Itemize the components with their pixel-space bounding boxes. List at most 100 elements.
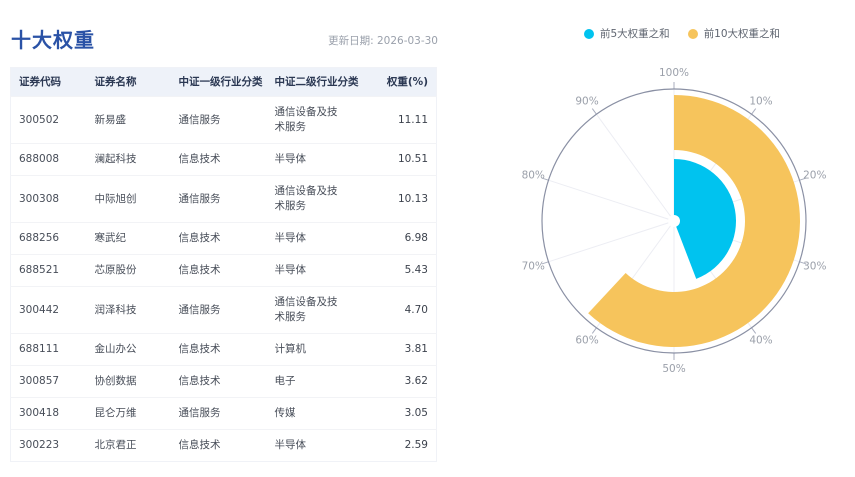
legend-dot-top10-icon	[687, 28, 698, 39]
angle-axis-label: 50%	[662, 363, 685, 375]
table-row: 300442 润泽科技 通信服务 通信设备及技术服务 4.70	[10, 286, 437, 334]
cell-industry1: 信息技术	[170, 222, 267, 255]
cell-industry2: 通信设备及技术服务	[266, 96, 360, 144]
cell-name: 芯原股份	[86, 254, 171, 287]
cell-industry1: 通信服务	[170, 96, 267, 144]
cell-industry1: 通信服务	[170, 175, 267, 223]
cell-industry2: 半导体	[266, 143, 360, 176]
cell-code: 300223	[10, 429, 87, 462]
cell-name: 润泽科技	[86, 286, 171, 334]
angle-axis-tick	[799, 177, 807, 181]
cell-code: 688256	[10, 222, 87, 255]
cell-name: 北京君正	[86, 429, 171, 462]
top10-weight-arc[interactable]	[588, 95, 800, 347]
angle-axis-label: 30%	[803, 261, 826, 273]
cell-weight: 5.43	[359, 254, 437, 287]
table-row: 688256 寒武纪 信息技术 半导体 6.98	[10, 222, 437, 255]
table-row: 688008 澜起科技 信息技术 半导体 10.51	[10, 143, 437, 176]
angle-axis-splitline	[596, 113, 675, 222]
table-row: 300502 新易盛 通信服务 通信设备及技术服务 11.11	[10, 96, 437, 144]
table-row: 300308 中际旭创 通信服务 通信设备及技术服务 10.13	[10, 175, 437, 223]
cell-industry2: 电子	[266, 365, 360, 398]
weights-table-header: 证券代码 证券名称 中证一级行业分类 中证二级行业分类 权重(%)	[10, 67, 437, 97]
column-header-weight: 权重(%)	[359, 67, 437, 97]
cell-industry2: 计算机	[266, 333, 360, 366]
cell-weight: 3.62	[359, 365, 437, 398]
cell-industry1: 信息技术	[170, 333, 267, 366]
cell-industry2: 半导体	[266, 429, 360, 462]
cell-weight: 10.13	[359, 175, 437, 223]
table-row: 688111 金山办公 信息技术 计算机 3.81	[10, 333, 437, 366]
angle-axis-label: 20%	[803, 169, 826, 181]
polar-weight-chart: 100% 10% 20% 30% 40% 50% 60% 70% 80% 90%	[505, 50, 845, 400]
weights-table: 证券代码 证券名称 中证一级行业分类 中证二级行业分类 权重(%) 300502…	[10, 67, 437, 462]
table-row: 688521 芯原股份 信息技术 半导体 5.43	[10, 254, 437, 287]
cell-name: 新易盛	[86, 96, 171, 144]
angle-axis-label: 70%	[522, 261, 545, 273]
angle-axis-circle	[541, 88, 807, 354]
angle-axis-tick	[799, 261, 807, 265]
cell-code: 300442	[10, 286, 87, 334]
cell-industry1: 信息技术	[170, 429, 267, 462]
angle-axis-tick	[751, 108, 757, 115]
cell-code: 300418	[10, 397, 87, 430]
cell-code: 688111	[10, 333, 87, 366]
legend-dot-top5-icon	[584, 28, 594, 39]
cell-name: 协创数据	[86, 365, 171, 398]
legend-item-top10[interactable]: 前10大权重之和	[687, 26, 781, 41]
cell-industry1: 通信服务	[170, 286, 267, 334]
cell-weight: 4.70	[359, 286, 437, 334]
table-row: 300418 昆仑万维 通信服务 传媒 3.05	[10, 397, 437, 430]
cell-industry1: 信息技术	[170, 365, 267, 398]
top5-weight-sector[interactable]	[674, 159, 736, 279]
angle-axis-label: 60%	[575, 335, 598, 347]
cell-weight: 3.05	[359, 397, 437, 430]
column-header-name: 证券名称	[86, 67, 171, 97]
cell-industry2: 通信设备及技术服务	[266, 286, 360, 334]
angle-axis-label: 10%	[749, 95, 772, 107]
angle-axis-label: 80%	[522, 169, 545, 181]
legend-item-top5[interactable]: 前5大权重之和	[584, 26, 670, 41]
cell-code: 688521	[10, 254, 87, 287]
cell-industry2: 通信设备及技术服务	[266, 175, 360, 223]
cell-code: 300857	[10, 365, 87, 398]
cell-name: 澜起科技	[86, 143, 171, 176]
cell-code: 300308	[10, 175, 87, 223]
cell-industry1: 通信服务	[170, 397, 267, 430]
update-date: 更新日期: 2026-03-30	[328, 35, 438, 47]
cell-weight: 6.98	[359, 222, 437, 255]
angle-axis-splitline	[548, 179, 675, 222]
legend-label-top5: 前5大权重之和	[600, 28, 670, 40]
chart-center-dot	[668, 215, 680, 227]
angle-axis-tick	[541, 177, 549, 181]
angle-axis-splitline	[548, 220, 675, 263]
angle-axis-label: 100%	[659, 67, 689, 79]
cell-name: 金山办公	[86, 333, 171, 366]
weights-table-body: 300502 新易盛 通信服务 通信设备及技术服务 11.11 688008 澜起科技 信息技…	[10, 96, 437, 462]
table-row: 300857 协创数据 信息技术 电子 3.62	[10, 365, 437, 398]
angle-axis-tick	[591, 327, 597, 334]
cell-weight: 2.59	[359, 429, 437, 462]
angle-axis-label: 40%	[749, 335, 772, 347]
cell-weight: 3.81	[359, 333, 437, 366]
column-header-industry2: 中证二级行业分类	[266, 67, 360, 97]
chart-legend: 前5大权重之和 前10大权重之和	[584, 26, 780, 41]
cell-weight: 10.51	[359, 143, 437, 176]
polar-chart-svg: 100% 10% 20% 30% 40% 50% 60% 70% 80% 90%	[522, 67, 827, 375]
table-row: 300223 北京君正 信息技术 半导体 2.59	[10, 429, 437, 462]
cell-name: 寒武纪	[86, 222, 171, 255]
cell-industry2: 传媒	[266, 397, 360, 430]
angle-axis-label: 90%	[575, 95, 598, 107]
cell-industry1: 信息技术	[170, 143, 267, 176]
legend-label-top10: 前10大权重之和	[703, 28, 781, 40]
cell-weight: 11.11	[359, 96, 437, 144]
cell-industry2: 半导体	[266, 222, 360, 255]
cell-industry1: 信息技术	[170, 254, 267, 287]
angle-axis-tick	[591, 108, 597, 115]
column-header-industry1: 中证一级行业分类	[170, 67, 267, 97]
page-title: 十大权重	[11, 28, 95, 52]
angle-axis-tick	[751, 327, 757, 334]
column-header-code: 证券代码	[10, 67, 87, 97]
angle-axis-tick	[541, 261, 549, 265]
